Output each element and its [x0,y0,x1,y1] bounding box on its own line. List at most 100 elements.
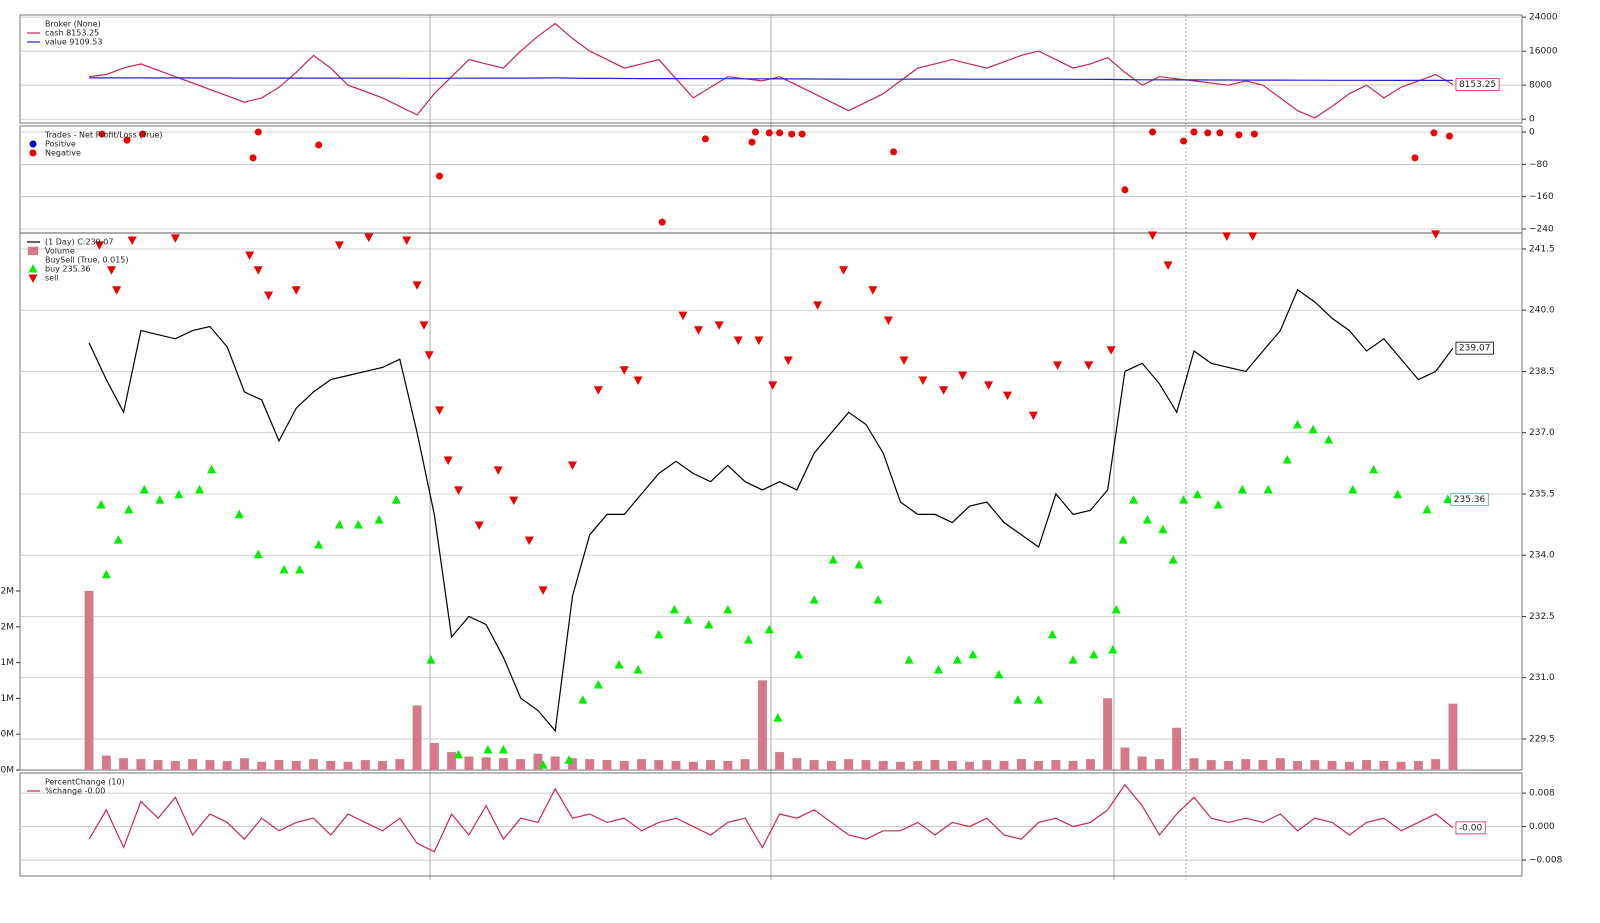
data-point [1250,130,1258,138]
data-point [1190,128,1198,136]
plot-area [88,783,1454,853]
volume-bar [1258,760,1268,771]
volume-bar [119,758,129,771]
data-point [794,649,804,659]
legend-label: (1 Day) C:239.07 [45,238,114,247]
data-point [1213,499,1223,509]
data-point [454,486,464,495]
data-point [94,241,104,250]
data-point [1168,555,1178,564]
volume-bar [878,760,888,771]
data-point [1422,504,1432,514]
plot-area [98,128,1453,226]
volume-bar [930,760,940,771]
legend-label: cash 8153.25 [45,29,99,38]
data-point [1348,484,1358,494]
y-tick-label: 0.008 [1529,789,1555,799]
data-point [678,311,688,321]
data-point [798,130,806,138]
volume-bar [1241,759,1251,771]
volume-bar [1189,758,1199,771]
volume-bar [688,761,698,771]
legend-icon [29,149,37,157]
data-point [773,713,783,722]
data-point [483,744,493,754]
data-point [412,281,422,290]
data-point [1158,524,1168,534]
data-point [253,549,263,559]
data-point [813,301,823,310]
volume-bar [999,760,1009,771]
y-tick-label: 229.5 [1529,734,1555,744]
data-point [498,744,508,754]
data-point [139,484,149,494]
y-tick-label: −0.008 [1529,856,1563,866]
series-line [88,288,1454,733]
volume-bar [740,759,750,771]
volume-bar [395,759,405,771]
volume-bar [257,761,267,771]
volume-bar [792,758,802,771]
legend-label: value 9109.53 [45,38,102,47]
data-point [723,604,733,614]
legend-label: %change -0.00 [45,787,105,796]
data-point [1204,129,1212,137]
data-point [748,138,756,146]
volume-bar [1016,759,1026,771]
data-point [704,620,714,629]
legend-label: buy 235.36 [45,265,90,274]
data-point [578,695,588,704]
volume-bar [1431,759,1441,771]
volume-bar [913,760,923,771]
data-point [683,615,693,624]
data-point [765,129,773,137]
data-point [353,519,363,529]
volume-bar [671,760,681,771]
end-value-label: 239.07 [1459,344,1491,354]
volume-bar [274,760,284,771]
data-point [314,539,324,549]
data-point [899,356,909,366]
volume-bar [1413,760,1423,771]
panel: 0 8000 16000 24000 8153.25 Broker (None)cash … [19,13,1558,125]
volume-bar [170,760,180,771]
volume-bar [136,759,146,771]
volume-bar [1396,761,1406,771]
data-point [1108,644,1118,654]
data-point [334,241,344,250]
data-point [1163,261,1173,270]
volume-bar [947,760,957,771]
y-tick-label: 8000 [1529,81,1552,91]
data-point [809,595,819,604]
legend-label: sell [45,274,59,283]
data-point [776,129,784,137]
legend-icon [29,140,37,148]
data-point [733,336,743,345]
data-point [764,624,774,634]
volume-bar [309,759,318,771]
volume-bar [516,759,526,771]
volume-bar [826,760,836,771]
y-tick-label: 16000 [1529,47,1558,57]
series-line [88,783,1454,853]
volume-bar [706,760,716,771]
data-point [958,371,968,381]
volume-bar [1103,698,1113,771]
y-tick-label: 231.0 [1529,673,1555,683]
data-point [933,664,943,674]
data-point [254,128,262,136]
legend-icon [27,246,39,256]
end-value-label: -0.00 [1459,823,1483,833]
volume-bar [326,760,336,771]
data-point [669,604,679,614]
legend-label: Positive [45,140,76,149]
data-point [1222,232,1232,241]
data-point [124,504,134,514]
data-point [538,586,548,595]
data-point [402,236,412,245]
panel: 229.5 231.0 232.5 234.0 235.5 237.0 238.5 240.0… [1,230,1555,776]
legend-icon [28,264,38,273]
data-point [868,286,878,295]
legend-group-title: BuySell (True, 0.015) [45,256,129,265]
